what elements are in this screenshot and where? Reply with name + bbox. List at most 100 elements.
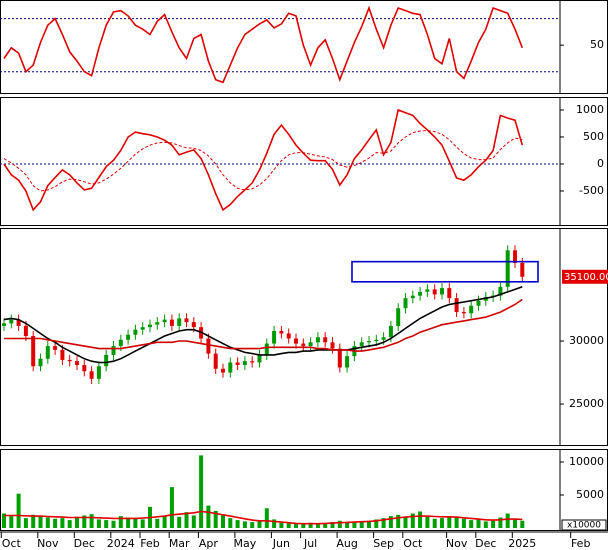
y-tick-label: 0 [597,157,604,170]
candle-body [235,362,240,365]
last-price-label: 35100.00 [564,272,608,283]
unit-label: x10000 [567,521,601,531]
volume-bar [118,516,123,529]
volume-bar [38,516,43,529]
volume-bar [23,518,28,529]
volume-bar [367,520,371,529]
x-tick-label: Dec [475,537,496,550]
volume-bar [520,520,525,529]
indicator-line [3,129,523,192]
volume-bar [469,520,474,529]
candle-body [60,349,65,360]
range-box [351,260,539,283]
candle-body [16,319,21,326]
candle-body [213,353,218,369]
x-tick-label: Aug [336,537,357,550]
candle-body [23,325,28,336]
x-tick-label: Mar [169,537,190,550]
volume-bar [235,520,240,529]
volume-bar [111,520,116,529]
candle-body [191,322,196,328]
volume-bar [206,505,211,529]
candle-body [447,288,452,299]
candle-body [498,286,503,296]
volume-bar [432,518,437,529]
candle-body [133,329,138,335]
volume-bar [191,515,196,529]
candle-body [155,322,160,325]
indicator-line [3,108,524,212]
candle-body [228,362,233,373]
candle-body [221,368,225,373]
x-tick-label: Nov [37,537,59,550]
volume-bar [242,521,247,529]
candle-body [140,327,145,330]
candle-body [432,289,437,295]
candle-body [118,339,123,347]
candle-body [520,262,525,277]
candle-body [505,250,510,287]
candle-body [286,333,291,339]
volume-bar [440,518,444,529]
volume-bar [286,523,291,529]
volume-bar [410,513,415,529]
candle-body [461,312,466,314]
volume-bar [388,516,393,529]
candle-body [169,319,174,326]
volume-bar [45,517,50,529]
y-tick-label: 50 [590,38,604,51]
y-tick-label: 1000 [576,103,604,116]
volume-bar [221,514,225,529]
volume-bar [374,519,379,529]
volume-bar [228,518,233,529]
candle-body [425,289,430,292]
volume-bar [418,511,423,529]
volume-bar [67,520,72,529]
y-tick-label: 10000 [569,455,604,468]
x-tick-label: Apr [199,537,219,550]
volume-bar [264,508,269,529]
x-tick-label: Oct [403,537,423,550]
volume-bar [337,520,342,529]
candle-body [345,356,350,368]
candle-body [279,330,284,334]
y-tick-label: -500 [579,184,604,197]
candle-body [257,354,262,363]
candle-body [96,366,101,379]
volume-bar [2,513,6,529]
x-tick-label: Sep [373,537,394,550]
candle-body [513,250,517,263]
candle-body [476,300,481,306]
x-tick-label: May [234,537,257,550]
y-tick-label: 25000 [569,397,604,410]
candle-body [359,342,364,347]
volume-bar [9,516,14,529]
volume-bar [31,514,36,529]
volume-bar [184,512,189,529]
candle-body [31,335,36,367]
candle-body [148,324,152,328]
candle-body [308,342,313,347]
volume-bar [257,521,262,529]
indicator-line [4,298,523,352]
x-tick-label: Jun [272,537,290,550]
volume-bar [330,522,335,529]
candle-body [250,361,255,363]
indicator-line [3,5,524,84]
candle-body [454,298,459,313]
volume-bar [396,514,401,529]
volume-bar [53,518,58,529]
candle-body [403,298,408,309]
volume-bar [359,521,364,529]
volume-bar [82,515,87,529]
candle-body [206,338,211,354]
candle-body [67,359,72,362]
x-tick-label: Nov [446,537,468,550]
candle-body [89,371,94,379]
x-tick-label: 2024 [107,537,135,550]
candle-body [45,346,50,359]
candle-body [323,337,328,343]
candle-body [111,346,116,355]
y-tick-label: 30000 [569,334,604,347]
